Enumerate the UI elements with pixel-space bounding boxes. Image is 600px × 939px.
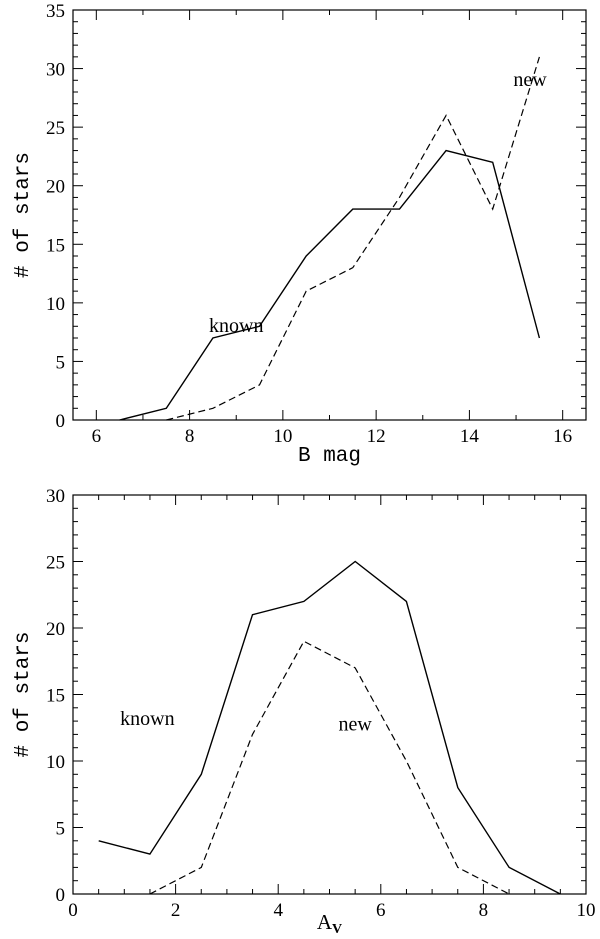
x-axis-title: AV (317, 910, 342, 937)
series-line-new (166, 56, 540, 421)
y-axis-title: # of stars (12, 631, 35, 757)
y-tick-label: 25 (46, 118, 65, 139)
x-tick-label: 10 (273, 426, 292, 447)
y-axis-title: # of stars (12, 152, 35, 278)
series-line-known (119, 149, 541, 421)
x-tick-label: 14 (460, 426, 480, 447)
x-axis-title: B mag (298, 445, 361, 468)
chart-panel-bmag: 6 8 10 12 14 16 0 5 10 15 20 25 30 35 B mag # of stars k… (12, 1, 587, 468)
plot-frame (72, 9, 587, 421)
y-tick-label: 0 (56, 885, 66, 906)
y-tick-label: 35 (46, 1, 65, 22)
x-tick-label: 8 (479, 900, 489, 921)
annotation-known: known (120, 708, 174, 730)
x-tick-label: 0 (68, 900, 78, 921)
y-tick-label: 5 (56, 819, 66, 840)
series-line-new (149, 640, 510, 895)
annotation-known: known (209, 315, 263, 337)
x-tick-label: 16 (553, 426, 572, 447)
series-line-known (98, 560, 561, 895)
y-tick-label: 10 (46, 294, 65, 315)
x-tick-label: 6 (92, 426, 102, 447)
x-tick-label: 2 (171, 900, 181, 921)
plot-frame (72, 494, 587, 895)
y-tick-label: 15 (46, 686, 65, 707)
chart-panel-av: 0 2 4 6 8 10 0 5 10 15 20 25 30 AV # of stars known new (12, 486, 596, 937)
y-tick-label: 30 (46, 60, 65, 81)
y-tick-label: 20 (46, 619, 65, 640)
x-tick-label: 6 (376, 900, 386, 921)
y-tick-label: 25 (46, 553, 65, 574)
x-tick-label: 4 (273, 900, 283, 921)
y-tick-label: 30 (46, 486, 65, 507)
x-tick-label: 8 (185, 426, 195, 447)
y-tick-label: 20 (46, 177, 65, 198)
x-tick-label: 12 (367, 426, 386, 447)
y-tick-label: 10 (46, 752, 65, 773)
y-tick-label: 5 (56, 352, 66, 373)
y-tick-label: 0 (56, 411, 66, 432)
annotation-new: new (338, 713, 372, 735)
x-tick-label: 10 (577, 900, 596, 921)
annotation-new: new (513, 69, 547, 91)
y-tick-label: 15 (46, 235, 65, 256)
